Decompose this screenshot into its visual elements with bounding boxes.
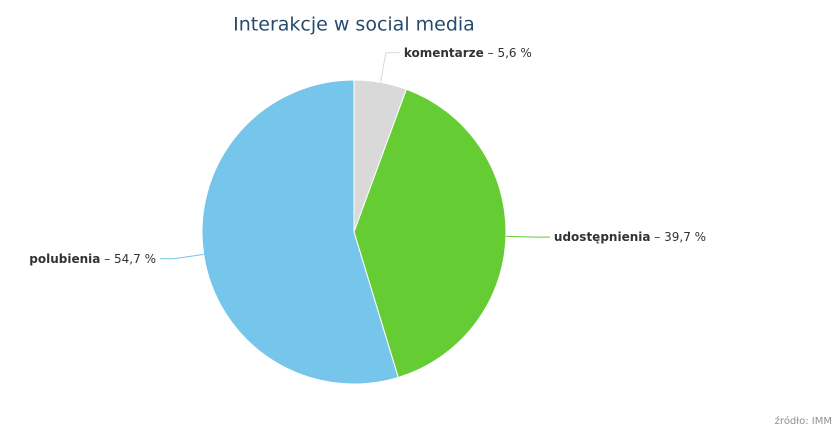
pie-slice: [353, 88, 507, 379]
label-value: 39,7 %: [664, 230, 706, 244]
label-name: polubienia: [29, 251, 100, 265]
pie-slice: [201, 79, 399, 385]
label-name: udostępnienia: [554, 230, 651, 244]
label-name: komentarze: [404, 45, 484, 59]
connector: [159, 253, 204, 260]
credit: źródło: IMM: [775, 415, 832, 427]
connector: [505, 235, 550, 238]
label-value: 54,7 %: [114, 251, 156, 265]
data-label: udostępnienia – 39,7 %: [554, 230, 706, 244]
data-label: komentarze – 5,6 %: [404, 45, 532, 59]
label-separator: –: [654, 230, 660, 244]
label-separator: –: [488, 45, 494, 59]
chart-title: Interakcje w social media: [233, 14, 475, 36]
data-label: polubienia – 54,7 %: [29, 251, 156, 265]
connector: [380, 52, 400, 83]
label-value: 5,6 %: [497, 45, 531, 59]
label-separator: –: [104, 251, 110, 265]
